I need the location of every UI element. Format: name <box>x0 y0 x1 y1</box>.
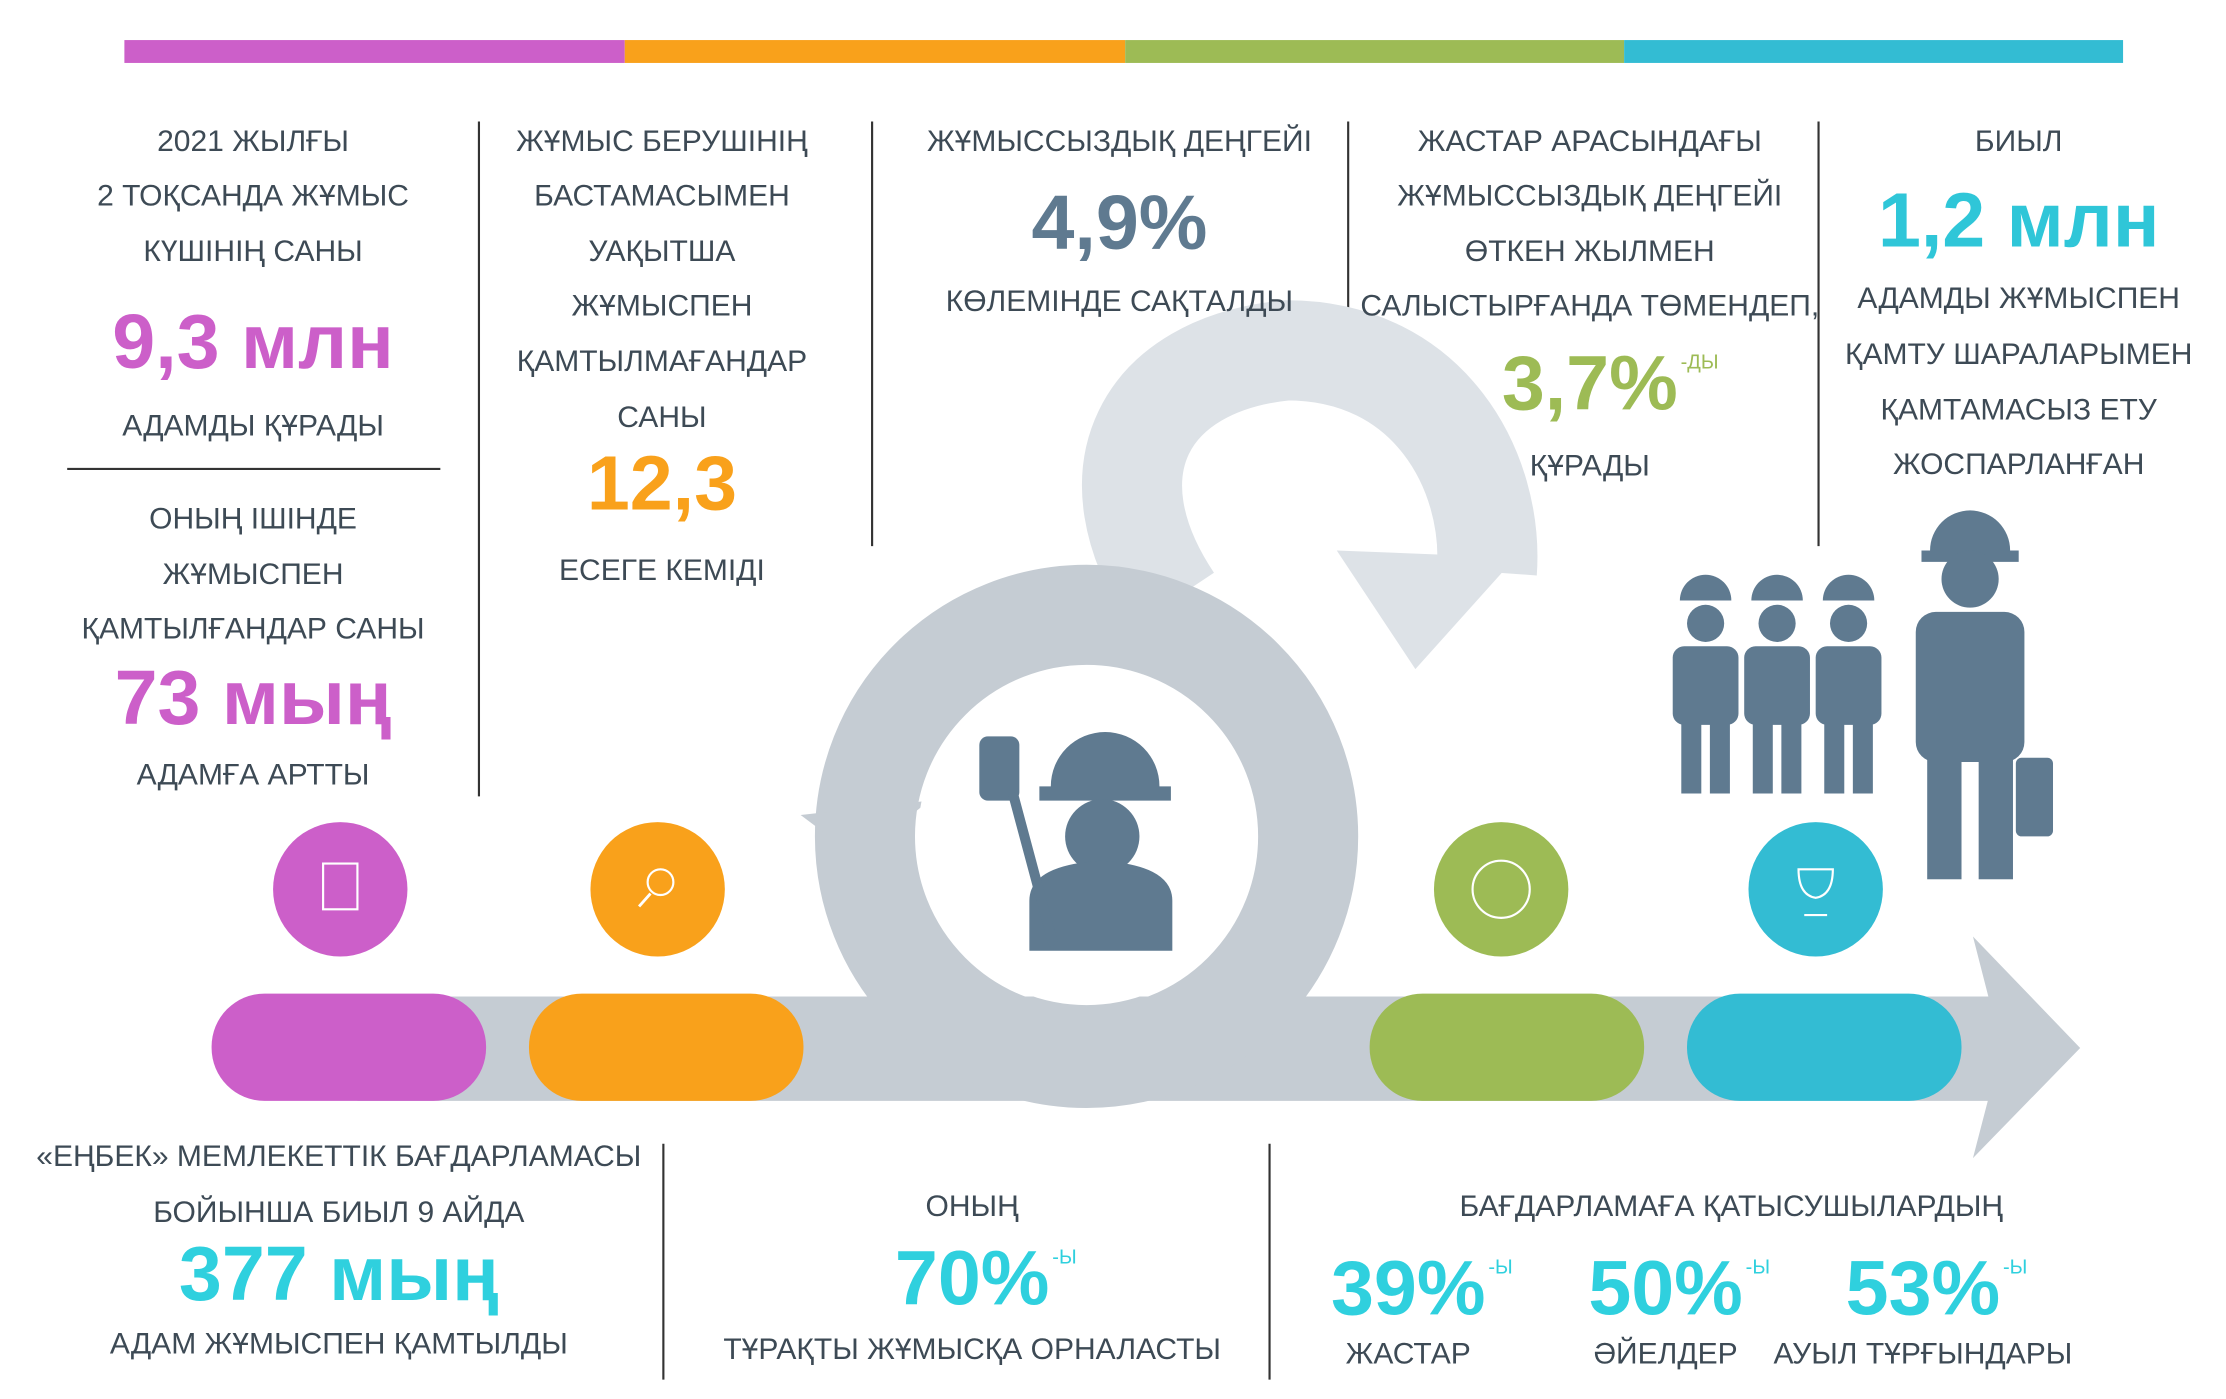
lead-text: САЛЫСТЫРҒАНДА ТӨМЕНДЕП, <box>1360 289 1819 322</box>
figure: 53% <box>1846 1245 2001 1331</box>
lead-text: «ЕҢБЕК» МЕМЛЕКЕТТІК БАҒДАРЛАМАСЫ <box>36 1140 641 1173</box>
lead-text: КҮШІНІҢ САНЫ <box>143 235 362 268</box>
figure: 50% <box>1588 1245 1743 1331</box>
figure: 39% <box>1331 1245 1486 1331</box>
lead-text: УАҚЫТША <box>588 235 735 268</box>
lead-text: ЖҰМЫСПЕН <box>571 289 752 322</box>
tail-text: ҚАМТАМАСЫЗ ЕТУ <box>1881 394 2158 427</box>
figure: 9,3 млн <box>112 299 394 385</box>
lead-text: САНЫ <box>617 401 706 434</box>
lead-text: БИЫЛ <box>1975 125 2063 158</box>
lead-text: ҚАМТЫЛМАҒАНДАР <box>517 345 807 378</box>
lead-text: ЖҰМЫСПЕН <box>163 558 344 591</box>
lead-text: 2021 ЖЫЛҒЫ <box>157 125 349 158</box>
figure-suffix: -Ы <box>2003 1256 2027 1278</box>
tail-text: АДАМДЫ ЖҰМЫСПЕН <box>1857 282 2180 315</box>
figure: 3,7% <box>1502 340 1678 426</box>
tail-text: АДАМДЫ ҚҰРАДЫ <box>122 409 384 442</box>
color-bar <box>124 40 2124 63</box>
tail-text: АДАМҒА АРТТЫ <box>137 758 370 791</box>
lead-text: ӨТКЕН ЖЫЛМЕН <box>1465 235 1715 268</box>
pills <box>211 822 1962 1101</box>
tail-text: ҚАМТУ ШАРАЛАРЫМЕН <box>1845 338 2192 371</box>
tail-text: ЕСЕГЕ КЕМІДІ <box>559 554 765 587</box>
worker-icon <box>979 732 1173 951</box>
lead-text: ОНЫҢ <box>926 1190 1020 1223</box>
workers-group <box>1672 510 2054 880</box>
tail-text: ТҰРАҚТЫ ЖҰМЫСҚА ОРНАЛАСТЫ <box>723 1333 1221 1366</box>
lead-text: 2 ТОҚСАНДА ЖҰМЫС <box>97 179 409 212</box>
figure-suffix: -Ы <box>1488 1256 1512 1278</box>
figure: 73 мың <box>115 655 392 741</box>
lead-text: ЖҰМЫССЫЗДЫҚ ДЕҢГЕЙІ <box>927 124 1312 158</box>
tail-text: ҚҰРАДЫ <box>1530 449 1650 482</box>
figure: 12,3 <box>587 440 737 526</box>
figure: 4,9% <box>1031 180 1207 266</box>
participants-title: БАҒДАРЛАМАҒА ҚАТЫСУШЫЛАРДЫҢ <box>1460 1190 2004 1223</box>
figure-suffix: -Ы <box>1746 1256 1770 1278</box>
lead-text: ЖАСТАР АРАСЫНДАҒЫ <box>1418 125 1762 158</box>
lead-text: ҚАМТЫЛҒАНДАР САНЫ <box>82 612 425 645</box>
figure-suffix: -ДЫ <box>1681 351 1719 373</box>
lead-text: БАСТАМАСЫМЕН <box>534 179 790 212</box>
lead-text: ЖҰМЫС БЕРУШІНІҢ <box>516 125 808 158</box>
lead-text: ОНЫҢ ІШІНДЕ <box>149 502 357 535</box>
figure: 70% <box>895 1235 1050 1321</box>
group-label: ЖАСТАР <box>1346 1337 1471 1370</box>
tail-text: КӨЛЕМІНДЕ САҚТАЛДЫ <box>946 285 1293 318</box>
group-label: АУЫЛ ТҰРҒЫНДАРЫ <box>1773 1337 2072 1370</box>
lead-text: ЖҰМЫССЫЗДЫҚ ДЕҢГЕЙІ <box>1397 178 1782 212</box>
figure: 377 мың <box>179 1231 499 1317</box>
group-label: ӘЙЕЛДЕР <box>1593 1336 1737 1370</box>
figure: 1,2 млн <box>1878 177 2160 263</box>
lead-text: БОЙЫНША БИЫЛ 9 АЙДА <box>153 1195 524 1229</box>
tail-text: ЖОСПАРЛАНҒАН <box>1893 448 2144 481</box>
dividers <box>67 121 1820 1380</box>
figure-suffix: -Ы <box>1052 1246 1076 1268</box>
tail-text: АДАМ ЖҰМЫСПЕН ҚАМТЫЛДЫ <box>110 1327 568 1360</box>
